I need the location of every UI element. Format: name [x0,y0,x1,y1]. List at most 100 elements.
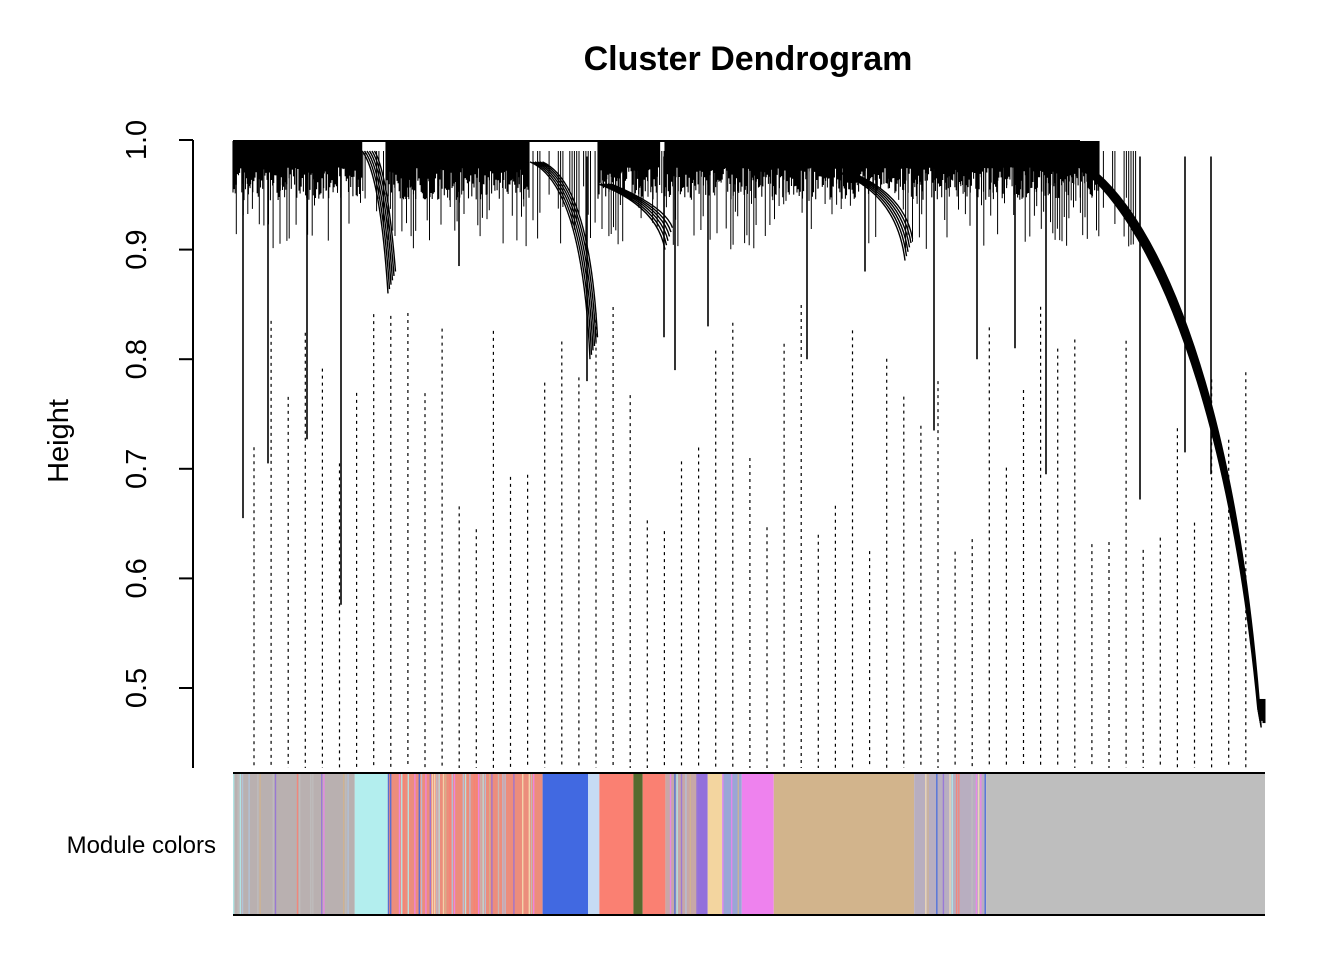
module-color-violet [741,773,774,915]
module-color-stripe [689,773,692,915]
module-color-stripe [980,773,982,915]
module-color-stripe [975,773,978,915]
module-color-stripe [730,773,733,915]
module-color-stripe [403,773,405,915]
dendrogram-subcluster [361,150,397,294]
module-color-stripe [669,773,672,915]
module-color-stripe [239,773,241,915]
module-color-stripe [480,773,482,915]
module-color-paleturquoise [354,773,388,915]
module-color-stripe [475,773,478,915]
module-color-stripe [442,773,445,915]
module-color-stripe [438,773,440,915]
module-color-stripe [513,773,515,915]
module-color-stripe [674,773,676,915]
module-color-stripe [425,773,427,915]
module-color-salmon [642,773,666,915]
module-color-stripe [489,773,491,915]
module-color-stripe [955,773,958,915]
y-tick-label: 0.6 [121,558,153,598]
module-color-stripe [259,773,261,915]
module-color-stripe [451,773,453,915]
module-color-stripe [274,773,277,915]
module-color-stripe [445,773,447,915]
module-color-grey [986,773,1265,915]
module-color-stripe [347,773,349,915]
module-color-stripe [722,773,724,915]
module-color-stripe [504,773,506,915]
module-color-stripe [522,773,524,915]
dendrogram-subcluster [529,161,599,360]
module-color-stripe [407,773,409,915]
module-color-stripe [343,773,345,915]
module-color-stripe [685,773,687,915]
module-color-stripe [453,773,456,915]
module-color-stripe [528,773,530,915]
module-color-royalblue [542,773,589,915]
dendrogram-grey-module-sweep [1059,155,1262,728]
module-color-stripe [237,773,239,915]
module-color-stripe [951,773,953,915]
module-color-lightsteelblue [588,773,600,915]
module-color-stripe [321,773,323,915]
module-color-stripe [345,773,347,915]
module-color-wheat [707,773,723,915]
module-color-stripe [949,773,951,915]
module-color-stripe [462,773,464,915]
module-color-stripe [296,773,299,915]
module-color-stripe [478,773,480,915]
module-color-stripe [958,773,960,915]
module-color-salmon [599,773,634,915]
module-color-stripe [449,773,451,915]
module-color-darkolivegreen [633,773,643,915]
module-color-stripe [312,773,314,915]
module-color-stripe [310,773,312,915]
module-color-grey-mix [233,773,355,915]
y-axis-label: Height [43,399,75,483]
y-axis: 0.5 0.6 0.7 0.8 0.9 1.0 [121,120,194,768]
y-tick-label: 0.5 [121,668,153,708]
module-color-stripe [431,773,434,915]
module-color-stripe [434,773,436,915]
y-tick-label: 0.8 [121,339,153,379]
module-color-stripe [241,773,244,915]
module-color-stripe [233,773,235,915]
dendrogram-branches [597,141,661,200]
module-color-stripe [398,773,401,915]
module-color-stripe [925,773,927,915]
module-color-stripe [436,773,438,915]
module-color-stripe [354,773,356,915]
y-tick-label: 0.9 [121,229,153,269]
dendrogram-subcluster [839,172,914,261]
module-color-stripe [482,773,484,915]
y-tick-label: 1.0 [121,120,153,160]
module-color-mediumpurple [697,773,708,915]
module-color-bar [233,772,1265,916]
module-color-stripe [936,773,938,915]
module-color-stripe [272,773,274,915]
module-color-stripe [502,773,504,915]
chart-title: Cluster Dendrogram [584,40,913,78]
module-color-stripe [977,773,980,915]
module-color-stripe [491,773,493,915]
module-color-stripe [497,773,500,915]
module-color-stripe [248,773,250,915]
module-color-stripe [530,773,533,915]
dendrogram-subcluster [597,183,674,250]
module-color-stripe [390,773,392,915]
module-color-stripe [971,773,973,915]
module-color-stripe [401,773,403,915]
dendrogram-tree [232,140,1266,768]
module-color-stripe [696,773,698,915]
module-color-stripe [484,773,486,915]
module-color-stripe [387,773,390,915]
module-color-stripe [429,773,431,915]
module-color-stripe [469,773,471,915]
module-color-stripe [737,773,739,915]
module-color-stripe [942,773,945,915]
module-color-stripe [927,773,929,915]
module-color-stripe [984,773,986,915]
module-color-tan [773,773,915,915]
